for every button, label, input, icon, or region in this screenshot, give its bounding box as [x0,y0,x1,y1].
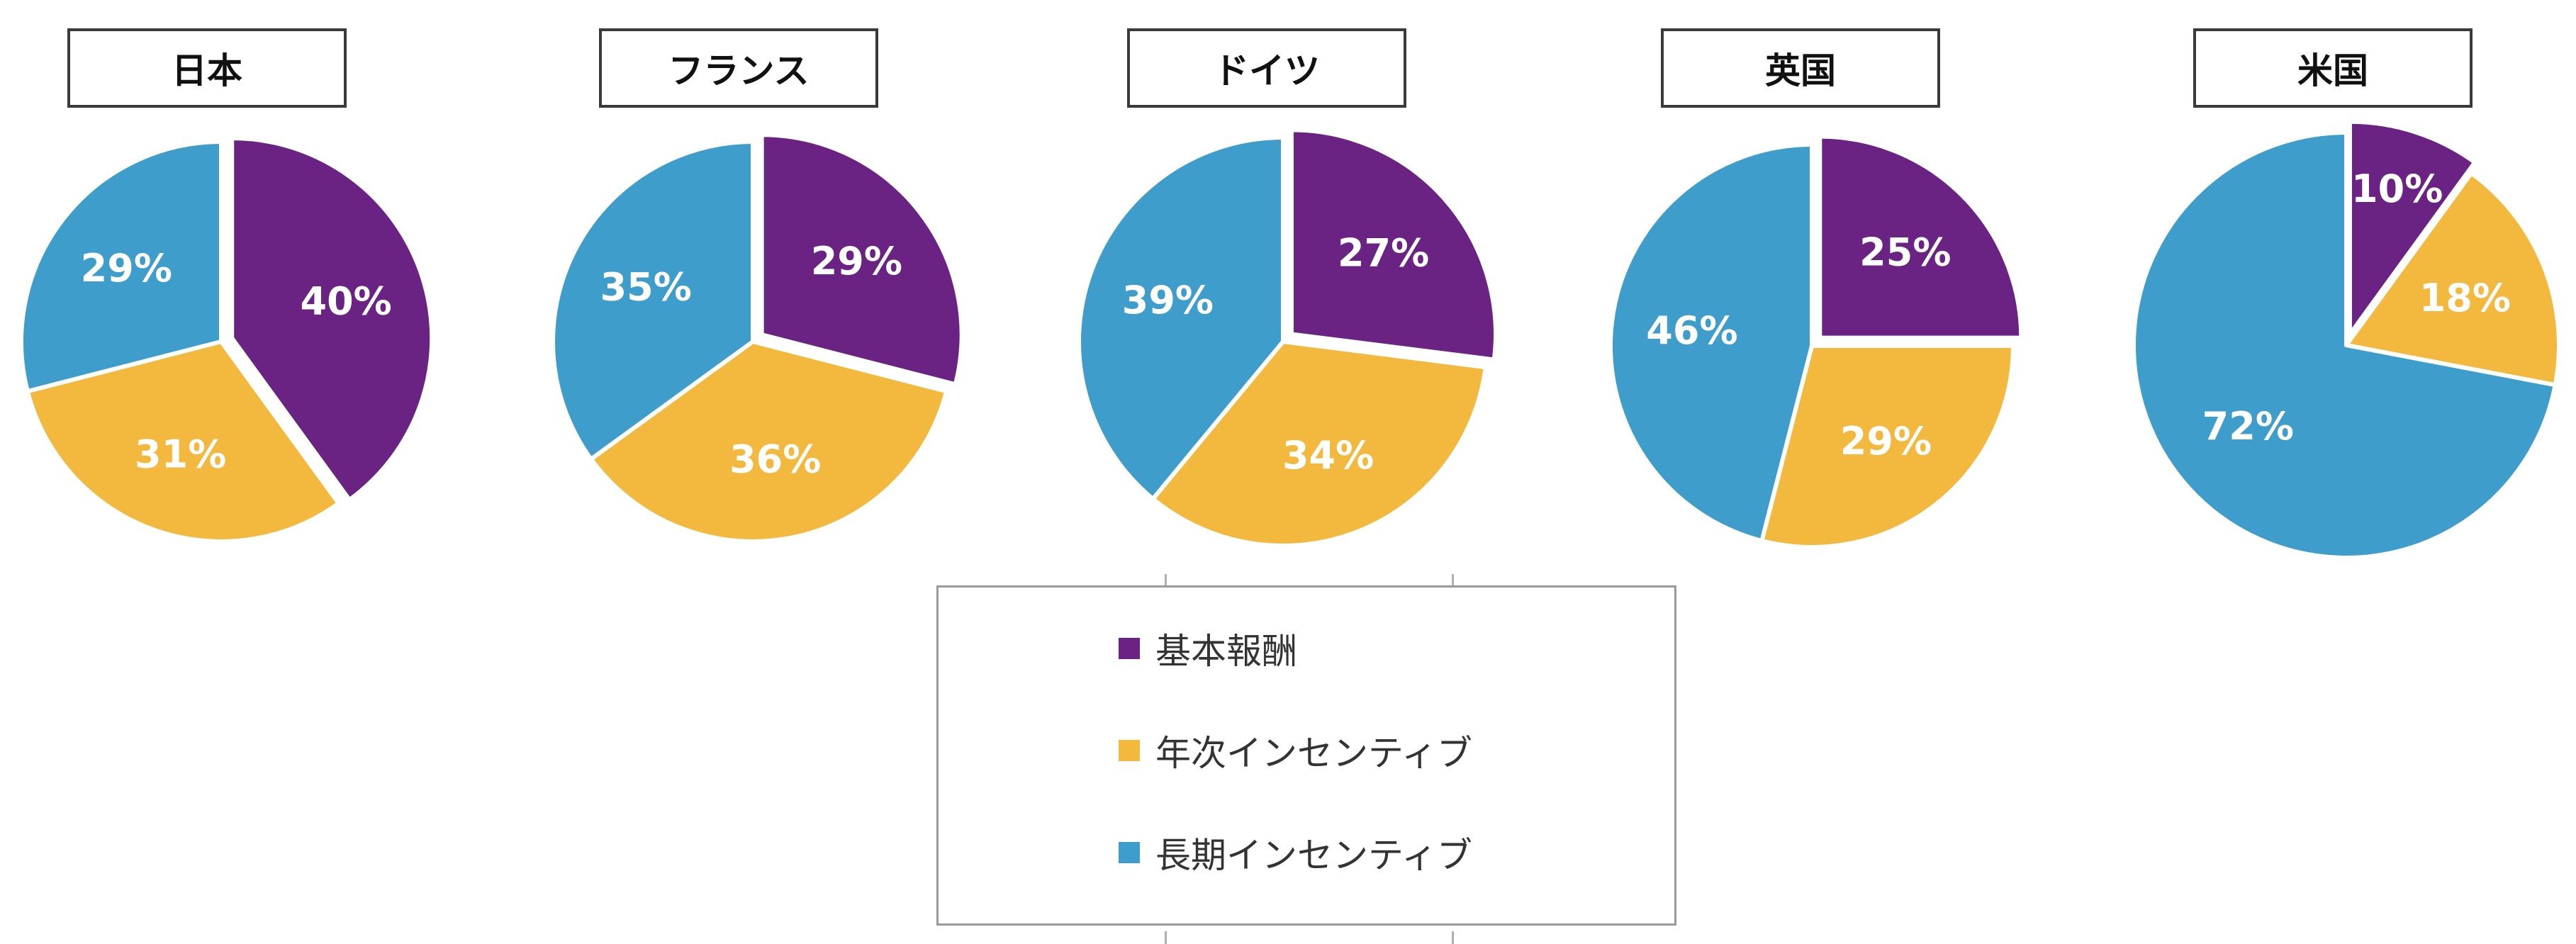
pie-slice-germany-base-pay [1289,128,1498,362]
legend: 基本報酬 年次インセンティブ 長期インセンティブ [936,585,1676,926]
pie-slice-us-base-pay [2347,119,2477,337]
pie-slice-germany-long-term-incentive [1076,135,1285,501]
legend-item-base-pay: 基本報酬 [1119,620,1297,677]
pie-label-germany-long-term-incentive: 39% [1122,278,1214,322]
legend-swatch-annual-incentive [1119,740,1140,761]
pie-slice-japan-base-pay [230,136,435,502]
pie-label-us-long-term-incentive: 72% [2202,404,2294,449]
pie-slice-france-base-pay [759,133,964,387]
pie-label-france-annual-incentive: 36% [729,437,821,482]
pie-slice-japan-long-term-incentive [19,140,223,394]
country-title-france: フランス [599,28,878,108]
pie-slice-uk-annual-incentive [1759,344,2015,549]
legend-tick-mark [1452,574,1454,587]
pie-slice-uk-long-term-incentive [1608,142,1814,544]
pie-slice-japan-annual-incentive [25,339,341,544]
pie-label-france-long-term-incentive: 35% [600,265,692,310]
pie-label-uk-annual-incentive: 29% [1840,419,1932,463]
legend-tick-mark [1165,574,1167,587]
pie-slice-france-long-term-incentive [551,140,755,461]
pie-label-france-base-pay: 29% [811,239,902,283]
pie-label-japan-annual-incentive: 31% [135,432,226,477]
legend-item-annual-incentive: 年次インセンティブ [1119,722,1472,779]
pie-label-us-annual-incentive: 18% [2419,276,2511,320]
pie-label-germany-annual-incentive: 34% [1282,433,1374,478]
country-title-uk: 英国 [1661,28,1940,108]
pie-label-uk-base-pay: 25% [1859,230,1951,275]
legend-item-long-term-incentive: 長期インセンティブ [1119,824,1472,881]
pie-label-germany-base-pay: 27% [1338,231,1429,276]
legend-label-long-term-incentive: 長期インセンティブ [1155,835,1472,876]
legend-swatch-base-pay [1119,638,1140,659]
pie-slice-us-long-term-incentive [2132,130,2558,560]
pie-label-us-base-pay: 10% [2351,167,2443,211]
pie-slice-uk-base-pay [1818,134,2024,340]
pie-slice-france-annual-incentive [588,339,949,544]
country-title-japan: 日本 [67,28,347,108]
legend-swatch-long-term-incentive [1119,842,1140,863]
pie-slice-us-annual-incentive [2344,171,2562,388]
pie-label-japan-long-term-incentive: 29% [81,246,172,291]
pie-label-uk-long-term-incentive: 46% [1646,308,1737,353]
country-title-us: 米国 [2193,28,2473,108]
country-title-germany: ドイツ [1127,28,1406,108]
pie-label-japan-base-pay: 40% [301,279,392,323]
legend-tick-mark [1165,931,1167,944]
legend-label-annual-incentive: 年次インセンティブ [1155,733,1472,774]
pie-slice-germany-annual-incentive [1150,339,1488,548]
legend-tick-mark [1452,931,1454,944]
legend-label-base-pay: 基本報酬 [1155,631,1297,672]
